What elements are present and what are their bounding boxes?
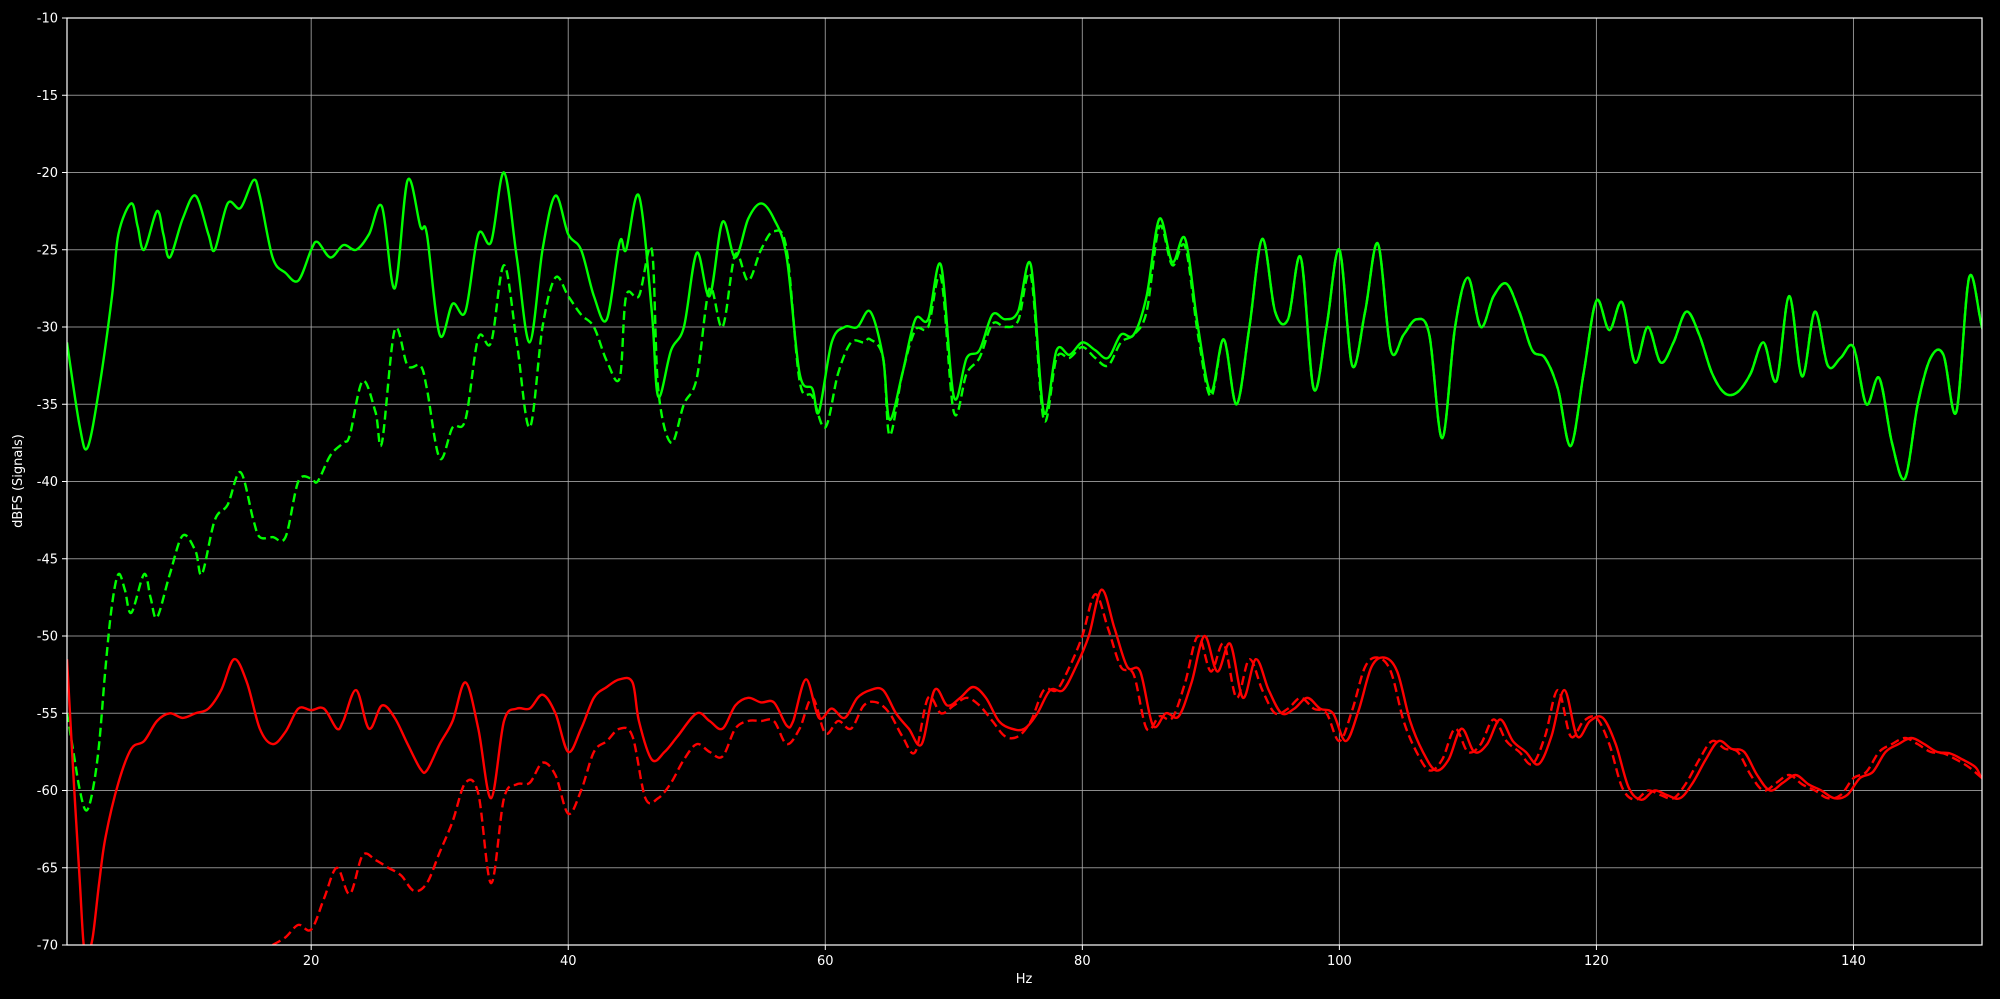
- x-tick-label: 100: [1327, 954, 1352, 969]
- x-tick-label: 140: [1841, 954, 1866, 969]
- y-tick-label: -30: [37, 321, 58, 336]
- y-tick-label: -70: [37, 939, 58, 954]
- y-tick-label: -25: [37, 243, 58, 258]
- y-tick-label: -15: [37, 89, 58, 104]
- y-tick-label: -60: [37, 784, 58, 799]
- y-tick-label: -65: [37, 861, 58, 876]
- y-tick-label: -40: [37, 475, 58, 490]
- y-tick-label: -50: [37, 630, 58, 645]
- y-tick-label: -45: [37, 552, 58, 567]
- y-tick-label: -20: [37, 166, 58, 181]
- x-tick-label: 40: [560, 954, 577, 969]
- x-tick-label: 120: [1584, 954, 1609, 969]
- x-tick-label: 60: [817, 954, 834, 969]
- y-tick-label: -35: [37, 398, 58, 413]
- y-axis-label: dBFS (Signals): [11, 434, 26, 528]
- x-tick-label: 20: [303, 954, 320, 969]
- x-axis-label: Hz: [1016, 972, 1033, 987]
- x-tick-label: 80: [1074, 954, 1091, 969]
- y-tick-label: -55: [37, 707, 58, 722]
- y-tick-label: -10: [37, 12, 58, 27]
